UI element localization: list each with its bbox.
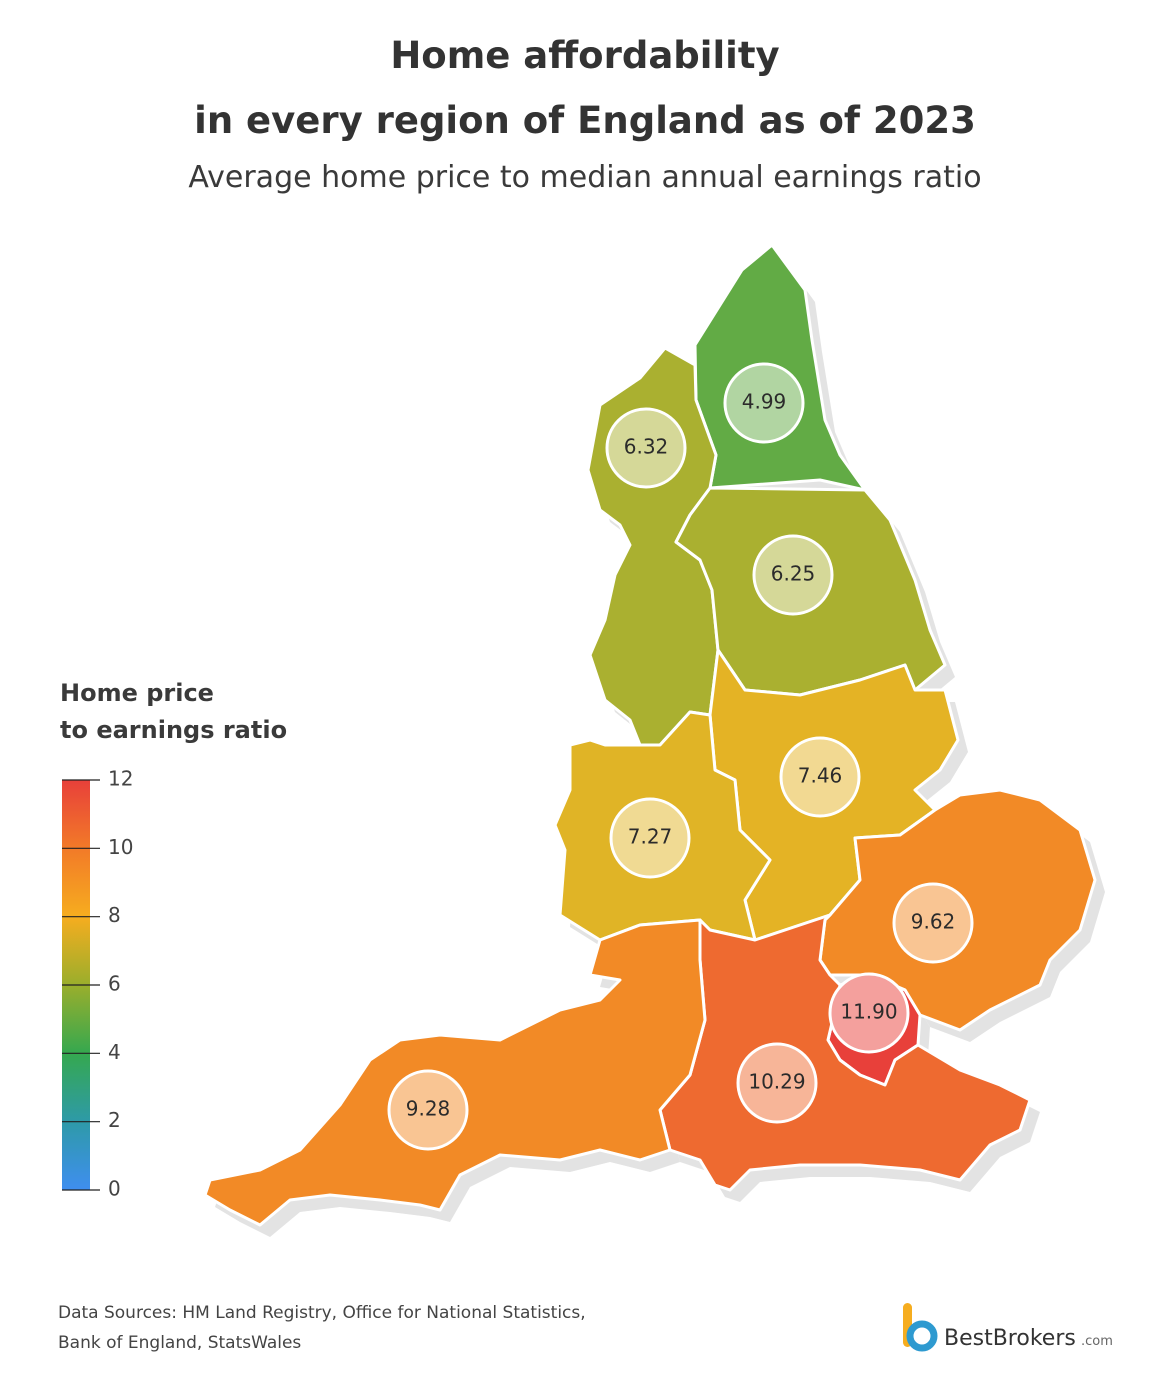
value-label: 4.99 <box>742 390 787 414</box>
value-label: 10.29 <box>748 1070 805 1094</box>
value-bubble <box>609 797 691 879</box>
logo-ring <box>906 1320 938 1352</box>
legend-tick-label: 4 <box>108 1040 121 1064</box>
title-line: Home affordability <box>390 34 779 77</box>
value-bubble <box>752 534 834 616</box>
value-label: 9.62 <box>911 910 956 934</box>
value-bubble <box>828 972 910 1054</box>
brand-suffix: .com <box>1081 1334 1113 1349</box>
subtitle: Average home price to median annual earn… <box>188 160 981 195</box>
region <box>658 913 1032 1192</box>
value-bubble <box>779 736 861 818</box>
legend-tick-label: 2 <box>108 1108 121 1132</box>
source-line: Bank of England, StatsWales <box>58 1333 301 1353</box>
source-line: Data Sources: HM Land Registry, Office f… <box>58 1303 586 1323</box>
legend-tick-label: 10 <box>108 835 133 859</box>
value-bubble <box>723 362 805 444</box>
legend-tick-label: 12 <box>108 767 133 791</box>
legend-tick-label: 8 <box>108 903 121 927</box>
value-label: 9.28 <box>406 1097 451 1121</box>
value-bubble <box>605 407 687 489</box>
title-line: in every region of England as of 2023 <box>194 99 976 142</box>
value-bubble <box>736 1042 818 1124</box>
value-bubble <box>892 882 974 964</box>
region <box>203 918 707 1227</box>
value-label: 11.90 <box>840 1000 897 1024</box>
legend-tick-label: 6 <box>108 972 121 996</box>
value-label: 7.46 <box>798 764 843 788</box>
logo: BestBrokers .com <box>903 1303 1113 1352</box>
value-label: 6.32 <box>624 435 669 459</box>
legend-title: to earnings ratio <box>60 716 287 744</box>
brand: BestBrokers <box>944 1326 1076 1351</box>
legend-tick-label: 0 <box>108 1177 121 1201</box>
value-bubble <box>387 1069 469 1151</box>
legend-title: Home price <box>60 679 214 707</box>
value-label: 6.25 <box>771 562 816 586</box>
value-label: 7.27 <box>628 825 673 849</box>
